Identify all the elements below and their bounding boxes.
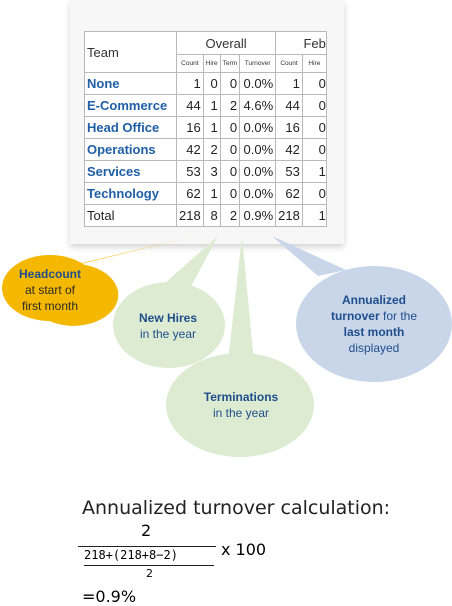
turnover-table: Team Overall Feb Count Hire Term Turnove…	[84, 31, 327, 227]
turnover-cell: 0.0%	[239, 182, 277, 205]
turnover-callout: Annualized turnover for the last month d…	[306, 292, 442, 356]
turnover-callout-line1-bold: turnover	[330, 309, 380, 323]
formula-denominator: 218+(218+8−2)	[84, 548, 178, 562]
terminations-callout-line1: in the year	[212, 406, 270, 420]
headcount-callout-body	[2, 255, 98, 321]
turnover-cell: 0.0%	[239, 138, 277, 161]
total-feb-count-cell: 218	[275, 204, 303, 227]
team-link-operations[interactable]: Operations	[84, 138, 177, 161]
headcount-callout: Headcount at start of first month	[4, 266, 96, 314]
team-column-header: Team	[84, 31, 177, 73]
headcount-callout-line2: first month	[21, 299, 78, 313]
total-label: Total	[84, 204, 177, 227]
formula-denominator-divisor: 2	[146, 567, 153, 580]
count-cell: 44	[176, 94, 204, 117]
team-link-head-office[interactable]: Head Office	[84, 116, 177, 139]
formula-result: =0.9%	[82, 587, 137, 606]
total-feb-hire-cell: 1	[301, 204, 327, 227]
turnover-callout-line1-rest: for the	[379, 309, 418, 323]
terminations-callout-tail	[228, 236, 254, 362]
total-term-cell: 2	[219, 204, 241, 227]
turnover-callout-body	[296, 266, 452, 382]
terminations-callout: Terminations in the year	[186, 389, 296, 421]
turnover-callout-line3: displayed	[348, 341, 400, 355]
turnover-callout-line2: last month	[343, 325, 405, 339]
feb-group-header: Feb	[275, 31, 327, 55]
table-row: Technology 62 1 0 0.0% 62 0	[84, 182, 327, 205]
total-turnover-cell: 0.9%	[239, 204, 277, 227]
turnover-cell: 0.0%	[239, 116, 277, 139]
new-hires-callout-body	[113, 282, 225, 368]
turnover-callout-title: Annualized	[341, 293, 406, 307]
formula-denominator-line	[84, 565, 214, 566]
new-hires-callout-tail	[155, 236, 218, 296]
team-link-services[interactable]: Services	[84, 160, 177, 183]
table-subheader-row: Count Hire Term Turnover Count Hire	[85, 54, 327, 73]
total-row: Total 218 8 2 0.9% 218 1	[84, 204, 327, 227]
table-row: Operations 42 2 0 0.0% 42 0	[84, 138, 327, 161]
turnover-callout-tail	[272, 236, 346, 276]
turnover-cell: 4.6%	[239, 94, 277, 117]
team-link-e-commerce[interactable]: E-Commerce	[84, 94, 177, 117]
feb-count-cell: 44	[275, 94, 303, 117]
new-hires-callout-title: New Hires	[138, 311, 198, 325]
feb-hire-cell: 0	[301, 72, 327, 95]
table-row: Head Office 16 1 0 0.0% 16 0	[84, 116, 327, 139]
feb-hire-subheader: Hire	[301, 54, 327, 73]
headcount-callout-title: Headcount	[18, 267, 81, 281]
new-hires-callout-line1: in the year	[139, 327, 197, 341]
new-hires-callout: New Hires in the year	[118, 310, 218, 342]
formula-numerator: 2	[141, 521, 152, 540]
table-header-row: Team Overall Feb	[84, 31, 327, 73]
formula-multiplier: x 100	[221, 540, 267, 559]
headcount-callout-line1: at start of	[24, 283, 76, 297]
formula-fraction-line	[78, 546, 216, 547]
turnover-report-panel: Team Overall Feb Count Hire Term Turnove…	[70, 0, 344, 244]
term-cell: 0	[219, 160, 241, 183]
total-count-cell: 218	[176, 204, 204, 227]
formula-title: Annualized turnover calculation:	[82, 497, 391, 519]
terminations-callout-body	[166, 353, 314, 457]
terminations-callout-title: Terminations	[203, 390, 279, 404]
